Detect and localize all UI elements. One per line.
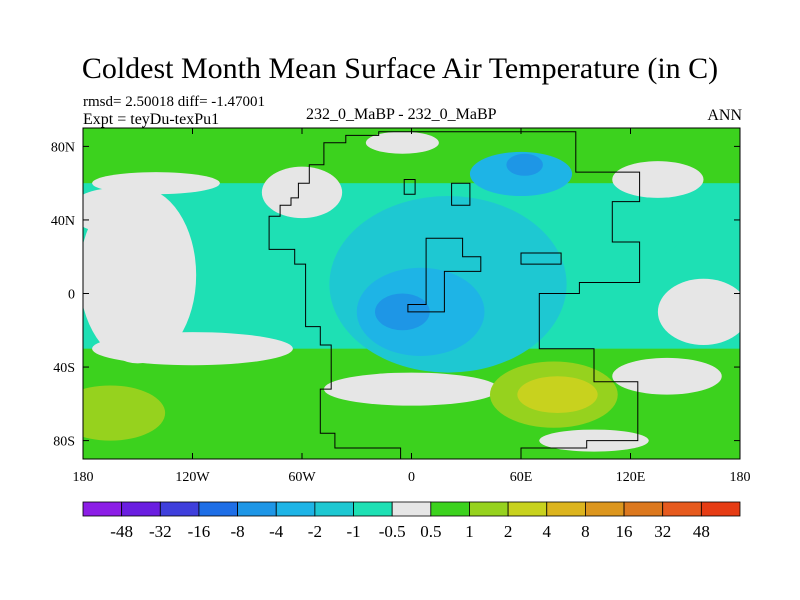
temperature-region: [261, 166, 343, 219]
chart-subtitle: 232_0_MaBP - 232_0_MaBP: [306, 106, 497, 123]
inland-outline: [451, 182, 471, 206]
colorbar-label: -16: [188, 522, 211, 541]
x-tick-label: 120E: [616, 470, 646, 485]
colorbar-swatch: [275, 501, 316, 517]
temperature-region: [506, 153, 543, 176]
y-tick-label: 80N: [51, 140, 75, 155]
colorbar-label: 32: [654, 522, 671, 541]
experiment-label: Expt = teyDu-texPu1: [83, 111, 220, 128]
colorbar-label: -0.5: [379, 522, 406, 541]
temperature-region: [612, 357, 722, 395]
temperature-region: [92, 172, 220, 195]
x-tick-label: 120W: [175, 470, 210, 485]
continent-outlines: [268, 131, 641, 459]
temperature-region: [92, 332, 293, 366]
temperature-region: [83, 385, 166, 441]
colorbar-label: -1: [346, 522, 360, 541]
colorbar-swatch: [623, 501, 664, 517]
colorbar-label: -4: [269, 522, 284, 541]
map-axes: 180 120W 60W 0 60E 120E 180 80N 40N 0 40S 80S: [51, 128, 751, 485]
temperature-region: [365, 131, 439, 154]
temperature-region: [612, 161, 704, 198]
inland-outline: [520, 252, 562, 265]
y-tick-label: 40N: [51, 214, 75, 229]
colorbar-label: 8: [581, 522, 590, 541]
colorbar-label: 0.5: [420, 522, 441, 541]
colorbar-label: -48: [110, 522, 133, 541]
continent-outline: [268, 131, 641, 459]
colorbar-label: 4: [543, 522, 552, 541]
colorbar-swatch: [585, 501, 625, 517]
season-label: ANN: [707, 107, 742, 124]
colorbar-swatch: [237, 501, 277, 517]
x-tick-label: 0: [408, 470, 415, 485]
x-tick-label: 60E: [510, 470, 533, 485]
temperature-field: [83, 128, 740, 459]
colorbar-label: 48: [693, 522, 710, 541]
y-tick-label: 80S: [53, 435, 75, 450]
colorbar: -48 -32 -16 -8 -4 -2 -1 -0.5 0.5 1 2 4 8 16 32 48: [82, 501, 741, 541]
colorbar-label: -2: [308, 522, 322, 541]
colorbar-label: -32: [149, 522, 172, 541]
colorbar-label: -8: [231, 522, 245, 541]
y-tick-label: 0: [68, 288, 75, 303]
inland-outline: [407, 237, 482, 313]
colorbar-swatch: [430, 501, 470, 517]
colorbar-swatch: [469, 501, 509, 517]
x-tick-label: 180: [730, 470, 751, 485]
colorbar-swatch: [82, 501, 123, 517]
colorbar-swatch: [353, 501, 393, 517]
temperature-region: [83, 188, 151, 233]
colorbar-swatch: [700, 501, 741, 517]
colorbar-swatch: [121, 501, 161, 517]
temperature-region: [517, 376, 598, 414]
temperature-region: [375, 293, 430, 331]
colorbar-swatch: [546, 501, 586, 517]
chart-title: Coldest Month Mean Surface Air Temperatu…: [81, 52, 719, 85]
colorbar-swatch: [507, 501, 548, 517]
rmsd-diff-stats: rmsd= 2.50018 diff= -1.47001: [83, 94, 266, 110]
colorbar-label: 2: [504, 522, 513, 541]
colorbar-label: 16: [616, 522, 633, 541]
colorbar-label: 1: [465, 522, 474, 541]
colorbar-swatch: [159, 501, 200, 517]
colorbar-swatch: [198, 501, 238, 517]
temperature-region: [323, 372, 500, 406]
colorbar-swatch: [391, 501, 432, 517]
x-tick-label: 180: [73, 470, 94, 485]
colorbar-swatch: [662, 501, 702, 517]
inland-outline: [403, 179, 416, 195]
colorbar-swatch: [314, 501, 354, 517]
y-tick-label: 40S: [53, 361, 75, 376]
x-tick-label: 60W: [288, 470, 316, 485]
temperature-region: [657, 278, 740, 345]
